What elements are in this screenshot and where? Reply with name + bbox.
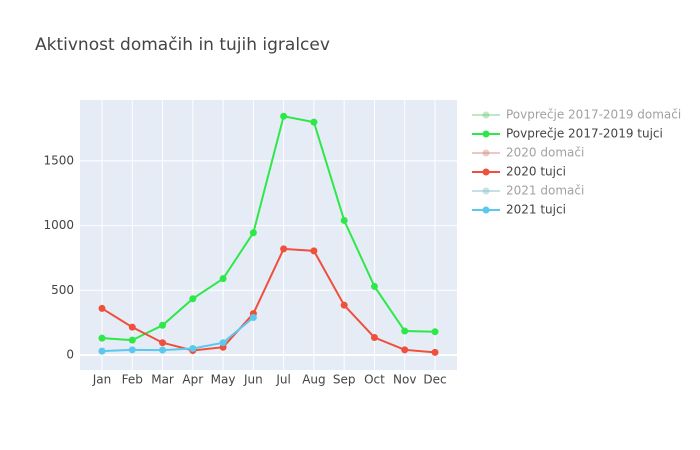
marker <box>219 339 227 347</box>
marker <box>128 346 136 354</box>
x-tick-label: Jul <box>275 373 290 387</box>
legend-label[interactable]: 2021 tujci <box>506 203 566 217</box>
legend-marker[interactable] <box>482 130 490 138</box>
x-tick-label: Nov <box>393 373 416 387</box>
marker <box>431 348 439 356</box>
series-line <box>101 115 436 342</box>
series-line <box>101 247 436 354</box>
marker <box>159 339 167 347</box>
marker <box>98 347 106 355</box>
marker <box>310 118 318 126</box>
marker <box>280 245 288 253</box>
x-tick-label: Aug <box>302 373 325 387</box>
legend-label[interactable]: 2021 domači <box>506 184 584 198</box>
marker <box>370 282 378 290</box>
marker <box>159 321 167 329</box>
x-tick-label: Feb <box>122 373 143 387</box>
legend-marker[interactable] <box>482 187 490 195</box>
marker <box>370 334 378 342</box>
y-tick-label: 1500 <box>43 153 74 167</box>
marker <box>128 336 136 344</box>
marker <box>401 346 409 354</box>
marker <box>249 313 257 321</box>
marker <box>401 327 409 335</box>
marker <box>189 295 197 303</box>
legend-label[interactable]: Povprečje 2017-2019 tujci <box>506 127 663 141</box>
x-tick-label: Dec <box>423 373 446 387</box>
y-tick-label: 1000 <box>43 218 74 232</box>
legend-label[interactable]: 2020 domači <box>506 146 584 160</box>
marker <box>128 323 136 331</box>
marker <box>189 345 197 353</box>
marker <box>340 216 348 224</box>
x-tick-label: Jun <box>243 373 263 387</box>
x-tick-label: Jan <box>92 373 112 387</box>
chart-title: Aktivnost domačih in tujih igralcev <box>35 35 330 55</box>
legend-label[interactable]: Povprečje 2017-2019 domači <box>506 108 681 122</box>
x-tick-label: Sep <box>333 373 356 387</box>
legend-marker[interactable] <box>482 111 490 119</box>
legend-label[interactable]: 2020 tujci <box>506 165 566 179</box>
legend-marker[interactable] <box>482 149 490 157</box>
x-tick-label: May <box>211 373 236 387</box>
marker <box>249 229 257 237</box>
x-tick-label: Apr <box>182 373 203 387</box>
marker <box>340 301 348 309</box>
legend-marker[interactable] <box>482 206 490 214</box>
marker <box>219 275 227 283</box>
x-tick-label: Mar <box>151 373 174 387</box>
series-line <box>101 316 255 353</box>
legend-marker[interactable] <box>482 168 490 176</box>
marker <box>280 112 288 120</box>
plot-area <box>80 100 457 370</box>
x-tick-label: Oct <box>364 373 385 387</box>
y-tick-label: 500 <box>51 283 74 297</box>
marker <box>310 247 318 255</box>
y-tick-label: 0 <box>66 347 74 361</box>
marker <box>431 328 439 336</box>
marker <box>98 304 106 312</box>
marker <box>159 346 167 354</box>
marker <box>98 334 106 342</box>
